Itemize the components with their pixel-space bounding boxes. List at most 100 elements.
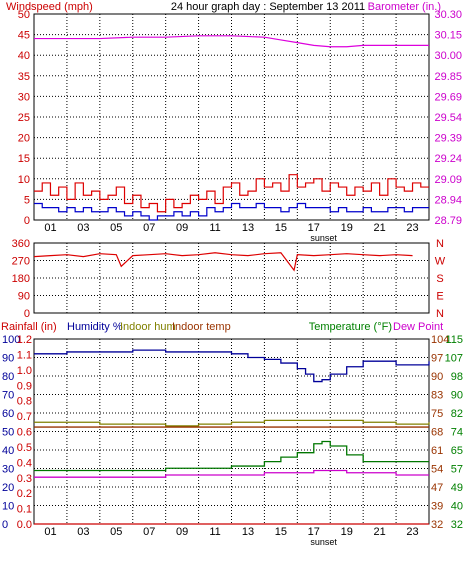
temp-ytick-label: 57 [451,464,463,476]
wind-xtick-label: 23 [406,222,418,234]
hum-ytick-label: 80 [2,371,14,383]
dir-ytick-label: 180 [12,273,30,285]
rain-ytick-label: 0.0 [17,519,32,531]
hum-xtick-label: 07 [143,526,155,538]
dir-ytick-label: 90 [18,291,30,303]
baro-ytick-label: 30.15 [434,30,462,42]
hum-xtick-label: 17 [308,526,320,538]
rain-ytick-label: 0.7 [17,411,32,423]
wind-xtick-label: 19 [341,222,353,234]
indoor-temp-ytick-label: 104 [431,334,449,346]
wind-direction-series [33,252,413,272]
rain-ytick-label: 0.4 [17,457,32,469]
indoor-temp-ytick-label: 68 [431,427,443,439]
wind-ytick-label: 45 [18,30,30,42]
hum-xtick-label: 03 [77,526,89,538]
wind-ytick-label: 50 [18,9,30,21]
hum-ytick-label: 70 [2,390,14,402]
wind-ytick-label: 25 [18,112,30,124]
baro-ytick-label: 29.69 [434,91,462,103]
baro-ytick-label: 29.54 [434,112,462,124]
hum-sunset-label: sunset [310,537,337,547]
rain-ytick-label: 0.2 [17,488,32,500]
humidity-legend-label: Humidity % [67,321,123,333]
temp-ytick-label: 74 [451,427,463,439]
wind-xtick-label: 15 [275,222,287,234]
indoor-temp-ytick-label: 47 [431,482,443,494]
hum-series-dew_point [34,469,429,478]
wind-ytick-label: 35 [18,71,30,83]
indoor-hum-legend-label: Indoor hum [120,321,176,333]
hum-xtick-label: 21 [374,526,386,538]
indoor-temp-legend-label: Indoor temp [172,321,231,333]
temp-ytick-label: 107 [445,353,463,365]
hum-series-indoor_hum [34,419,430,427]
rain-ytick-label: 1.2 [17,334,32,346]
dir-compass-label: N [436,308,444,320]
dew-point-legend-label: Dew Point [393,321,443,333]
barometer-axis-label: Barometer (in.) [368,1,441,13]
wind-xtick-label: 17 [308,222,320,234]
hum-ytick-label: 0 [2,519,8,531]
hum-ytick-label: 100 [2,334,20,346]
hum-ytick-label: 20 [2,482,14,494]
rain-ytick-label: 0.8 [17,396,32,408]
wind-xtick-label: 13 [242,222,254,234]
wind-sunset-label: sunset [310,233,337,243]
indoor-temp-ytick-label: 97 [431,353,443,365]
baro-ytick-label: 29.24 [434,153,462,165]
wind-xtick-label: 07 [143,222,155,234]
wind-ytick-label: 40 [18,50,30,62]
wind-ytick-label: 0 [24,215,30,227]
rain-ytick-label: 0.5 [17,442,32,454]
wind-xtick-label: 03 [77,222,89,234]
dir-ytick-label: 0 [24,308,30,320]
hum-ytick-label: 40 [2,445,14,457]
temp-ytick-label: 90 [451,390,463,402]
temp-ytick-label: 65 [451,445,463,457]
temp-ytick-label: 98 [451,371,463,383]
temp-ytick-label: 49 [451,482,463,494]
baro-ytick-label: 29.09 [434,174,462,186]
temp-ytick-label: 115 [445,334,463,346]
hum-xtick-label: 09 [176,526,188,538]
baro-ytick-label: 28.79 [434,215,462,227]
wind-ytick-label: 5 [24,194,30,206]
hum-xtick-label: 11 [209,526,220,538]
wind-xtick-label: 11 [209,222,220,234]
hum-ytick-label: 50 [2,427,14,439]
windspeed-axis-label: Windspeed (mph) [6,1,93,13]
dir-ytick-label: 360 [12,238,30,250]
baro-ytick-label: 30.30 [434,9,462,21]
hum-ytick-label: 90 [2,353,14,365]
wind-series-wind_gust_low [34,202,429,221]
hum-series-humidity [34,349,430,383]
rain-ytick-label: 0.6 [17,427,32,439]
hum-ytick-label: 10 [2,501,14,513]
rain-ytick-label: 0.3 [17,473,32,485]
rain-ytick-label: 0.1 [17,504,32,516]
baro-ytick-label: 28.94 [434,194,462,206]
hum-xtick-label: 23 [406,526,418,538]
wind-ytick-label: 20 [18,133,30,145]
temperature-legend-label: Temperature (°F) [309,321,392,333]
hum-xtick-label: 19 [341,526,353,538]
dir-compass-label: W [435,256,446,268]
hum-ytick-label: 60 [2,408,14,420]
baro-ytick-label: 29.85 [434,71,462,83]
temp-ytick-label: 82 [451,408,463,420]
hum-xtick-label: 15 [275,526,287,538]
graph-title: 24 hour graph day : September 13 2011 [171,1,365,13]
wind-series-barometer [34,35,429,48]
hum-xtick-label: 13 [242,526,254,538]
wind-xtick-label: 01 [44,222,56,234]
wind-xtick-label: 21 [374,222,386,234]
hum-ytick-label: 30 [2,464,14,476]
dir-ytick-label: 270 [12,256,30,268]
dir-compass-label: E [436,291,443,303]
indoor-temp-ytick-label: 39 [431,501,443,513]
temp-ytick-label: 32 [451,519,463,531]
wind-ytick-label: 30 [18,91,30,103]
